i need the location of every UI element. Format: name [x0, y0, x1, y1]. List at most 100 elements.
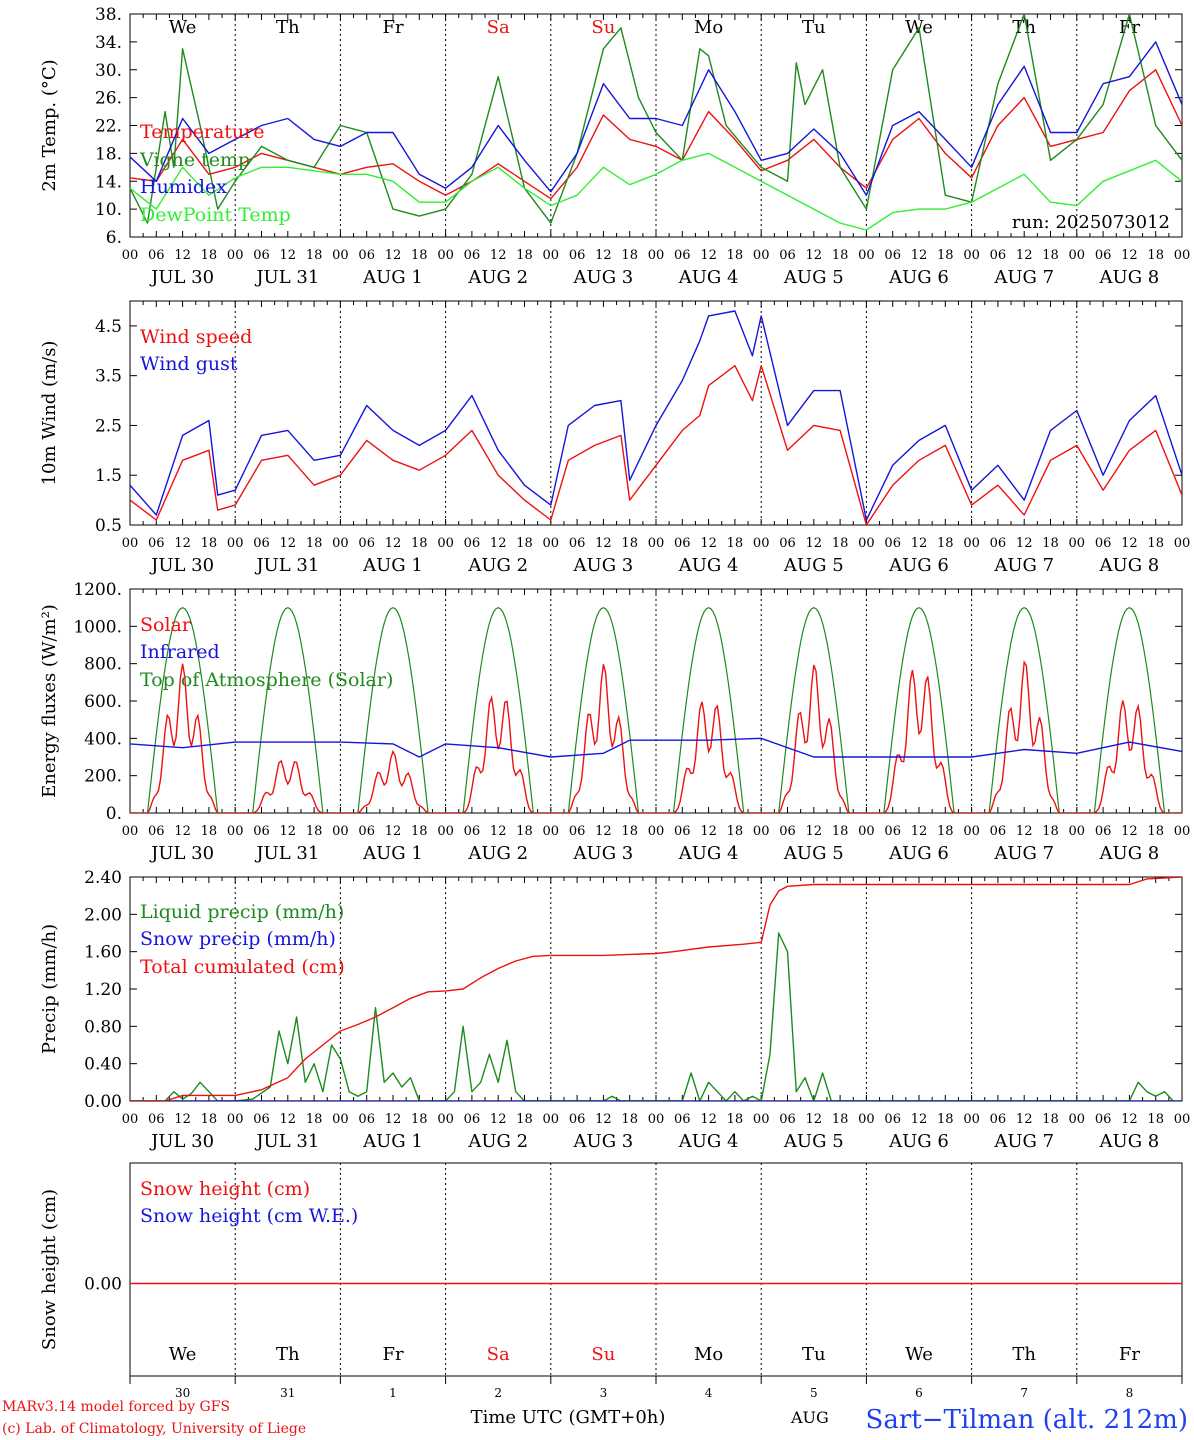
legend-entry: Wind speed	[140, 326, 252, 348]
legend-entry: Vigne temp	[139, 149, 250, 171]
date-label: AUG 6	[888, 843, 949, 864]
hour-tick-label: 12	[385, 1112, 402, 1127]
hour-tick-label: 18	[937, 1112, 954, 1127]
hour-tick-label: 00	[1069, 248, 1086, 263]
hour-tick-label: 06	[990, 1112, 1007, 1127]
hour-tick-label: 00	[332, 536, 349, 551]
series-dewpoint-temp	[130, 152, 1182, 231]
hour-tick-label: 00	[648, 824, 665, 839]
hour-tick-label: 12	[174, 1112, 191, 1127]
y-tick-label: 0.00	[84, 1275, 122, 1295]
hour-tick-label: 12	[174, 824, 191, 839]
hour-tick-label: 06	[464, 536, 481, 551]
day-of-week-label: Fr	[382, 1344, 403, 1365]
hour-tick-label: 12	[490, 536, 507, 551]
hour-tick-label: 00	[227, 824, 244, 839]
hour-tick-label: 12	[385, 248, 402, 263]
hour-tick-label: 06	[148, 1112, 165, 1127]
hour-tick-label: 00	[1174, 248, 1191, 263]
y-tick-label: 10.	[95, 200, 122, 220]
date-label: AUG 8	[1099, 1131, 1160, 1152]
date-label: JUL 30	[149, 267, 214, 288]
series-total-cumulated-cm-	[130, 877, 1182, 1101]
hour-tick-label: 06	[990, 824, 1007, 839]
hour-tick-label: 18	[1042, 248, 1059, 263]
day-of-week-label: Fr	[1119, 1344, 1140, 1365]
hour-tick-label: 12	[806, 536, 823, 551]
y-tick-label: 3.5	[95, 367, 122, 387]
hour-tick-label: 06	[779, 824, 796, 839]
hour-tick-label: 06	[884, 824, 901, 839]
y-tick-label: 18.	[95, 144, 122, 164]
date-label: AUG 7	[993, 1131, 1054, 1152]
hour-tick-label: 06	[674, 536, 691, 551]
hour-tick-label: 00	[437, 536, 454, 551]
legend-entry: Solar	[140, 614, 192, 636]
day-of-week-label: Mo	[694, 17, 723, 38]
hour-tick-label: 18	[516, 248, 533, 263]
hour-tick-label: 18	[306, 248, 323, 263]
hour-tick-label: 06	[464, 1112, 481, 1127]
hour-tick-label: 06	[884, 1112, 901, 1127]
hour-tick-label: 18	[306, 1112, 323, 1127]
y-axis-label: Energy fluxes (W/m²)	[39, 604, 60, 798]
date-label: AUG 8	[1099, 843, 1160, 864]
hour-tick-label: 12	[700, 1112, 717, 1127]
hour-tick-label: 06	[779, 1112, 796, 1127]
series-vigne-temp	[130, 14, 1182, 224]
y-tick-label: 400.	[84, 729, 122, 749]
hour-tick-label: 12	[1121, 1112, 1138, 1127]
y-tick-label: 34.	[95, 33, 122, 53]
hour-tick-label: 00	[858, 824, 875, 839]
hour-tick-label: 00	[858, 536, 875, 551]
hour-tick-label: 18	[411, 1112, 428, 1127]
date-label: AUG 4	[678, 1131, 739, 1152]
hour-tick-label: 12	[1016, 248, 1033, 263]
hour-tick-label: 12	[1121, 248, 1138, 263]
hour-tick-label: 18	[727, 536, 744, 551]
hour-tick-label: 18	[411, 824, 428, 839]
date-label: JUL 31	[254, 843, 319, 864]
hour-tick-label: 00	[1069, 536, 1086, 551]
hour-tick-label: 12	[280, 248, 297, 263]
panel-1: 00 06 12 18 JUL 30 00 06 12 18 JUL 31 00 06 12 18 AUG …	[39, 5, 1190, 288]
day-of-week-label: Fr	[1119, 17, 1140, 38]
legend-entry: Snow precip (mm/h)	[140, 928, 336, 950]
date-label: AUG 2	[467, 843, 528, 864]
hour-tick-label: 18	[411, 248, 428, 263]
date-label: AUG 3	[573, 267, 634, 288]
hour-tick-label: 18	[937, 248, 954, 263]
date-label: AUG 3	[573, 843, 634, 864]
hour-tick-label: 06	[990, 248, 1007, 263]
legend-entry: Liquid precip (mm/h)	[140, 901, 344, 923]
legend-entry: DewPoint Temp	[140, 204, 291, 226]
hour-tick-label: 06	[990, 536, 1007, 551]
hour-tick-label: 12	[174, 536, 191, 551]
y-tick-label: 0.	[106, 804, 122, 824]
station-label: Sart−Tilman (alt. 212m)	[866, 1405, 1188, 1435]
hour-tick-label: 06	[674, 1112, 691, 1127]
hour-tick-label: 06	[1095, 1112, 1112, 1127]
hour-tick-label: 06	[884, 536, 901, 551]
hour-tick-label: 06	[674, 248, 691, 263]
hour-tick-label: 12	[806, 824, 823, 839]
day-of-week-label: Tu	[802, 17, 826, 38]
hour-tick-label: 06	[884, 248, 901, 263]
hour-tick-label: 18	[621, 1112, 638, 1127]
run-annotation: run: 2025073012	[1012, 212, 1170, 233]
hour-tick-label: 00	[332, 824, 349, 839]
hour-tick-label: 00	[963, 536, 980, 551]
hour-tick-label: 18	[306, 536, 323, 551]
hour-tick-label: 06	[358, 1112, 375, 1127]
legend-entry: Snow height (cm)	[140, 1178, 310, 1200]
hour-tick-label: 06	[464, 824, 481, 839]
hour-tick-label: 12	[911, 824, 928, 839]
hour-tick-label: 18	[1147, 1112, 1164, 1127]
y-tick-label: 0.40	[84, 1055, 122, 1075]
date-label: AUG 3	[573, 1131, 634, 1152]
hour-tick-label: 00	[963, 824, 980, 839]
hour-tick-label: 12	[1121, 536, 1138, 551]
hour-tick-label: 18	[1147, 536, 1164, 551]
hour-tick-label: 00	[122, 824, 139, 839]
series-group	[130, 310, 1182, 525]
